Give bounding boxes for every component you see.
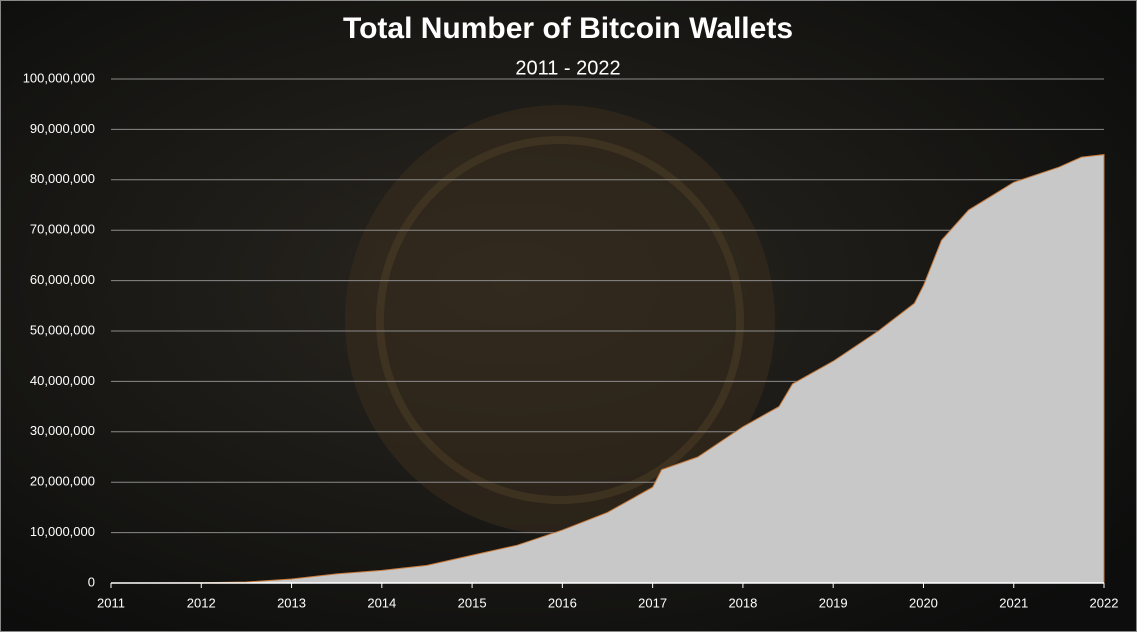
y-tick-label: 50,000,000 [30,322,95,337]
plot [110,154,1105,584]
x-tick-label: 2022 [1090,595,1119,610]
y-tick-label: 90,000,000 [30,121,95,136]
chart-subtitle: 2011 - 2022 [515,57,620,79]
x-tick-label: 2016 [548,595,577,610]
x-tick-label: 2015 [458,595,487,610]
y-tick-label: 70,000,000 [30,222,95,237]
coin-rim [376,136,744,504]
y-tick-label: 30,000,000 [30,423,95,438]
x-tick-label: 2011 [97,595,125,610]
x-tick-label: 2020 [909,595,938,610]
y-tick-label: 10,000,000 [30,524,95,539]
x-tick-label: 2013 [277,595,306,610]
x-tick-label: 2021 [999,595,1028,610]
y-tick-label: 80,000,000 [30,171,95,186]
x-tick-label: 2017 [638,595,667,610]
x-tick-label: 2014 [367,595,396,610]
y-tick-label: 0 [88,574,95,589]
axes: 0 10,000,000 20,000,000 30,000,000 40,000,00… [23,70,1119,610]
x-tick-label: 2012 [187,595,216,610]
y-tick-label: 100,000,000 [23,70,95,85]
area [110,154,1105,584]
y-tick-label: 60,000,000 [30,272,95,287]
chart-title: Total Number of Bitcoin Wallets [343,12,793,45]
x-tick-label: 2018 [728,595,757,610]
x-tick-label: 2019 [819,595,848,610]
y-tick-label: 40,000,000 [30,373,95,388]
y-tick-label: 20,000,000 [30,474,95,489]
coin-decoration [345,105,775,535]
